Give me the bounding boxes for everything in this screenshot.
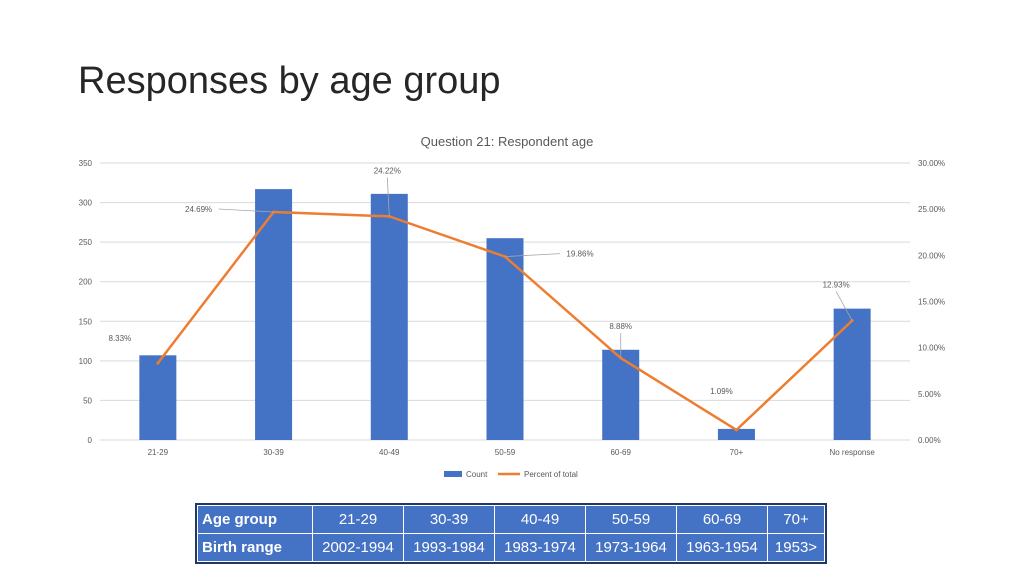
y-left-tick-label: 350	[79, 159, 93, 168]
x-tick-label: 30-39	[263, 448, 284, 457]
table-cell: Age group	[197, 505, 313, 534]
line-point	[734, 428, 738, 432]
y-left-tick-label: 100	[79, 357, 93, 366]
chart-title: Question 21: Respondent age	[421, 134, 594, 149]
data-label: 24.22%	[374, 166, 401, 175]
x-tick-label: 21-29	[148, 448, 169, 457]
bar	[370, 193, 408, 440]
data-label: 24.69%	[185, 205, 212, 214]
age-birth-table: Age group 21-29 30-39 40-49 50-59 60-69 …	[195, 503, 827, 564]
table-cell: 40-49	[494, 505, 586, 534]
table-cell: Birth range	[197, 533, 313, 562]
y-right-tick-label: 10.00%	[918, 344, 945, 353]
data-label: 1.09%	[710, 387, 733, 396]
bar	[602, 349, 640, 440]
legend-label: Count	[466, 470, 488, 479]
data-label: 8.88%	[609, 322, 632, 331]
y-left-tick-label: 300	[79, 199, 93, 208]
slide-title: Responses by age group	[78, 60, 501, 102]
x-tick-label: No response	[829, 448, 875, 457]
y-left-tick-label: 0	[88, 436, 93, 445]
table-cell: 50-59	[585, 505, 677, 534]
y-left-tick-label: 250	[79, 238, 93, 247]
bar	[717, 428, 755, 440]
x-tick-label: 40-49	[379, 448, 400, 457]
y-left-tick-label: 50	[83, 396, 92, 405]
y-left-tick-label: 150	[79, 317, 93, 326]
y-right-tick-label: 15.00%	[918, 298, 945, 307]
legend-label: Percent of total	[524, 470, 578, 479]
data-label: 12.93%	[823, 281, 850, 290]
table-cell: 1963-1954	[676, 533, 768, 562]
data-label-leader	[218, 208, 274, 213]
data-label-leader	[386, 177, 390, 217]
combo-chart: Question 21: Respondent age 0 50 100 150 200 2…	[79, 134, 946, 479]
data-label: 19.86%	[566, 250, 593, 259]
y-right-tick-label: 25.00%	[918, 205, 945, 214]
legend-swatch-count	[444, 471, 462, 477]
table-cell: 1983-1974	[494, 533, 586, 562]
bar	[833, 308, 871, 440]
table-cell: 1973-1964	[585, 533, 677, 562]
data-label-leader	[504, 253, 561, 258]
table-row: Age group 21-29 30-39 40-49 50-59 60-69 …	[197, 505, 825, 534]
data-label-leader	[835, 291, 853, 321]
table-cell: 1993-1984	[403, 533, 495, 562]
bar	[139, 355, 177, 440]
table-cell: 70+	[767, 505, 825, 534]
bar	[486, 238, 524, 440]
y-right-tick-label: 20.00%	[918, 251, 945, 260]
y-right-tick-label: 30.00%	[918, 159, 945, 168]
bar	[255, 189, 293, 440]
table-cell: 2002-1994	[312, 533, 404, 562]
table-cell: 1953>	[767, 533, 825, 562]
data-label: 8.33%	[109, 334, 132, 343]
line-point	[156, 361, 160, 365]
table-cell: 60-69	[676, 505, 768, 534]
table-row: Birth range 2002-1994 1993-1984 1983-197…	[197, 533, 825, 562]
x-tick-label: 70+	[730, 448, 744, 457]
y-right-tick-label: 0.00%	[918, 436, 941, 445]
x-tick-label: 60-69	[610, 448, 631, 457]
x-tick-label: 50-59	[495, 448, 516, 457]
y-right-tick-label: 5.00%	[918, 390, 941, 399]
y-left-tick-label: 200	[79, 278, 93, 287]
table-cell: 21-29	[312, 505, 404, 534]
table-cell: 30-39	[403, 505, 495, 534]
